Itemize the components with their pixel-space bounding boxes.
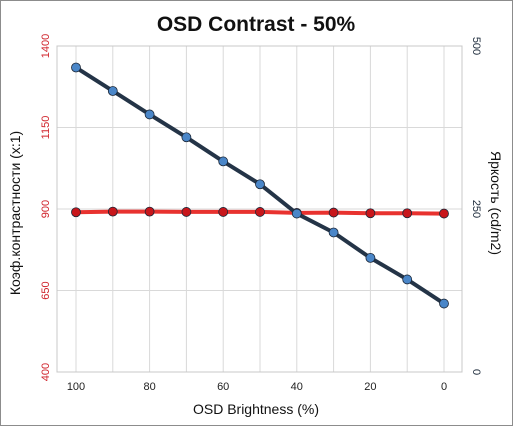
x-tick-label: 60 <box>217 381 229 393</box>
y-tick-label: 900 <box>40 200 52 218</box>
contrast-ratio-point <box>402 208 413 219</box>
y-tick-label: 1400 <box>40 34 52 58</box>
luminance-point <box>439 298 449 309</box>
y2-axis-label: Яркость (cd/m2) <box>488 151 504 255</box>
contrast-ratio-point <box>181 207 192 217</box>
contrast-ratio-point <box>255 207 265 217</box>
x-tick-label: 20 <box>364 381 376 393</box>
y-tick-label: 400 <box>40 363 52 381</box>
x-tick-label: 0 <box>441 381 447 393</box>
luminance-point <box>328 227 339 238</box>
x-tick-label: 100 <box>67 381 85 393</box>
contrast-ratio-point <box>365 208 376 219</box>
y-tick-label: 1150 <box>40 116 52 140</box>
contrast-ratio-point <box>107 206 118 217</box>
y-axis-label: Коэф.контрастности (x:1) <box>7 131 23 295</box>
contrast-ratio-point <box>328 207 339 218</box>
contrast-ratio-point <box>144 206 155 217</box>
luminance-point <box>365 252 376 263</box>
y-tick-label: 650 <box>40 281 52 299</box>
x-tick-label: 80 <box>143 381 155 393</box>
plot-area-border <box>56 45 463 373</box>
y2-tick-label: 250 <box>470 200 482 218</box>
series-group <box>71 62 449 309</box>
contrast-ratio-point <box>439 208 449 219</box>
luminance-point <box>218 156 229 167</box>
luminance-point <box>291 208 302 219</box>
luminance-point <box>255 179 265 190</box>
luminance-point <box>181 132 192 143</box>
contrast-ratio-point <box>71 207 81 218</box>
luminance-point <box>144 109 155 120</box>
x-tick-label: 40 <box>291 381 303 393</box>
y2-tick-label: 500 <box>470 37 482 55</box>
x-axis-label: OSD Brightness (%) <box>193 401 319 417</box>
contrast-ratio-point <box>218 207 229 217</box>
y2-tick-label: 0 <box>470 369 482 375</box>
tick-labels: 400 650 900 1150 1400 0 250 500 100 80 60 40 20 0 <box>40 34 482 393</box>
luminance-point <box>107 86 118 96</box>
luminance-point <box>71 62 81 73</box>
luminance-point <box>402 274 413 285</box>
chart-title: OSD Contrast - 50% <box>157 13 356 36</box>
